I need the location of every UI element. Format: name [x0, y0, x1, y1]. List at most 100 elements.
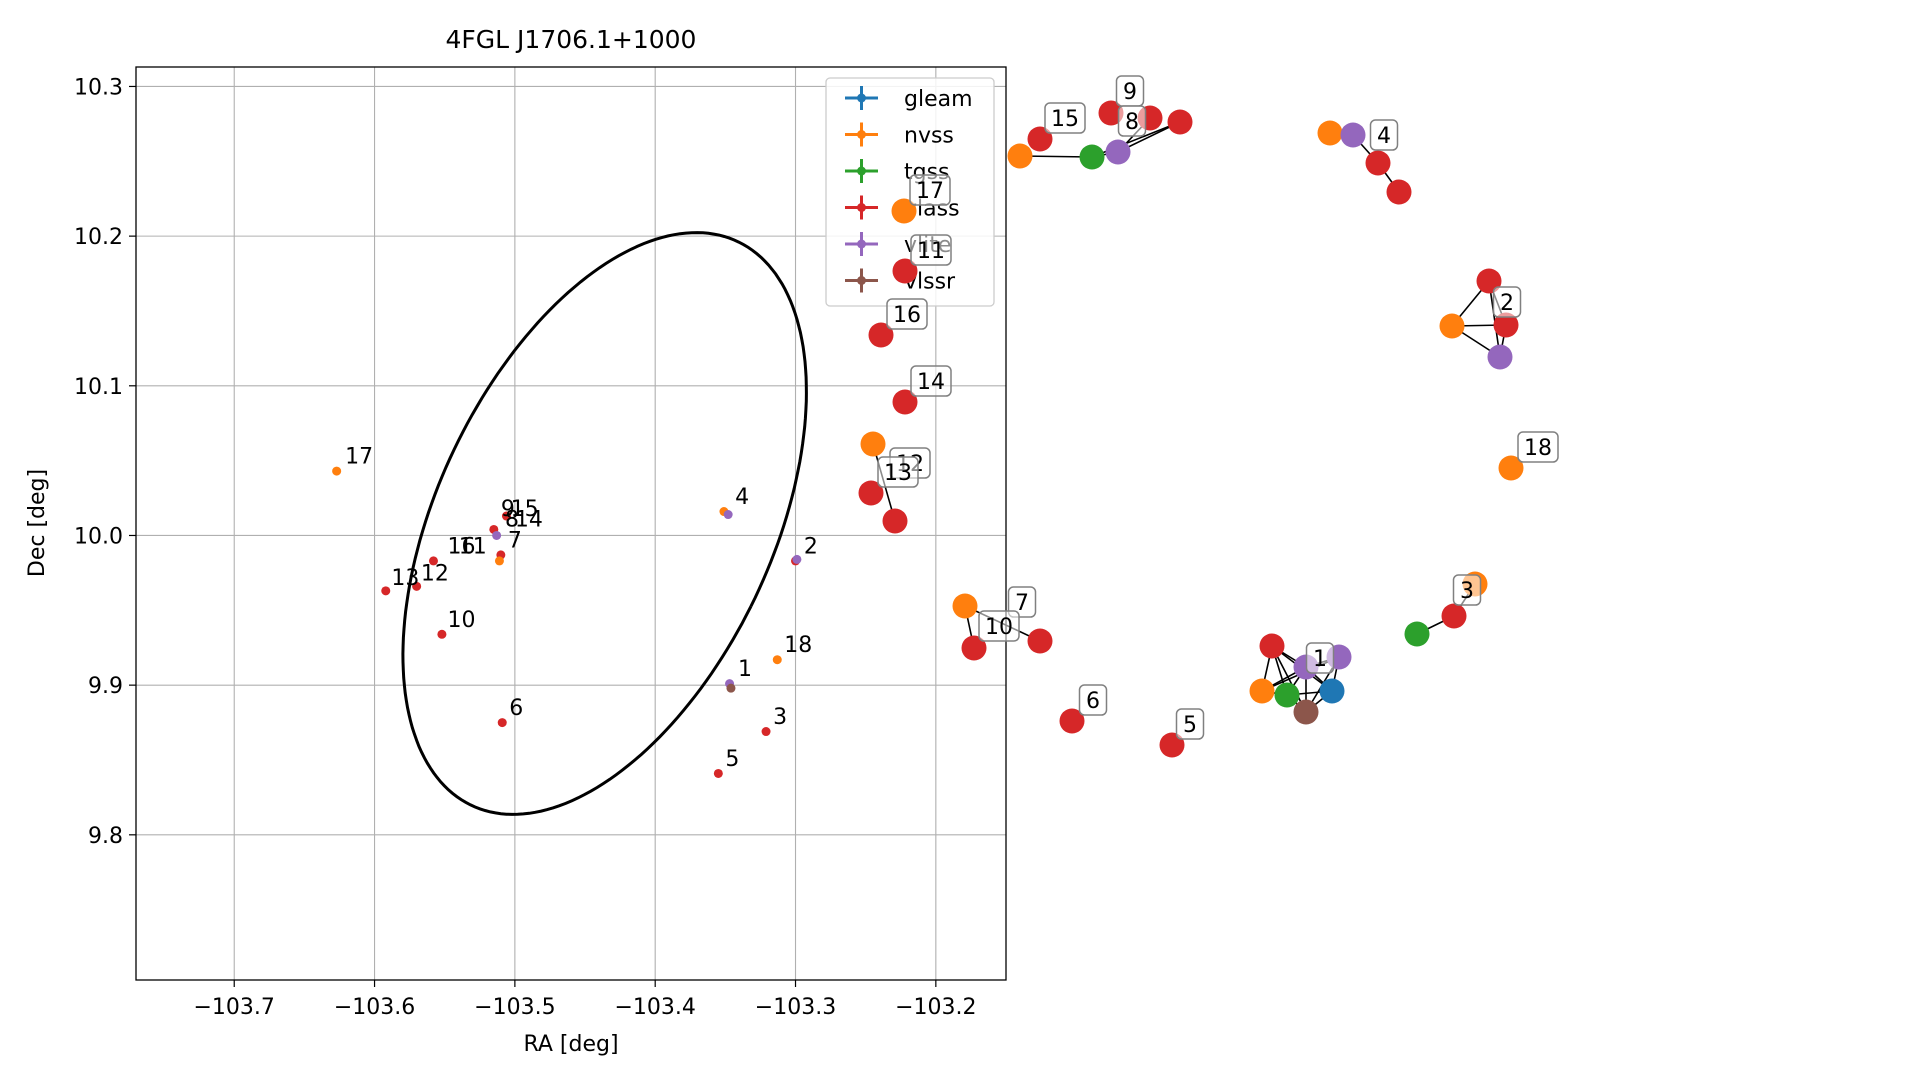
x-tick-label: −103.3 — [755, 995, 836, 1020]
y-axis-label: Dec [deg] — [25, 469, 50, 577]
point-annotation: 5 — [725, 747, 739, 772]
network-label-box — [1175, 708, 1205, 740]
plot-frame — [135, 66, 1007, 981]
y-tick-label: 10.0 — [74, 524, 123, 549]
network-node-vlass — [1365, 150, 1391, 176]
scatter-point-nvss — [494, 556, 504, 566]
legend-dot-vlite — [857, 239, 866, 249]
chart-title: 4FGL J1706.1+1000 — [446, 25, 697, 54]
network-node-vlass — [1059, 708, 1085, 734]
network-label: 18 — [1524, 436, 1552, 461]
network-label-box — [1078, 684, 1108, 716]
network-node-vlite — [1340, 122, 1366, 148]
y-axis-ticks: 9.8 9.9 10.0 10.1 10.2 10.3 — [74, 75, 136, 849]
point-annotation: 9 — [501, 497, 515, 522]
legend-dot-vlass — [857, 203, 866, 212]
point-annotation: 2 — [804, 534, 818, 559]
scatter-point-vlass — [437, 629, 447, 639]
x-tick-label: −103.6 — [334, 995, 415, 1020]
network-label-box — [1007, 586, 1037, 618]
network-label: 16 — [893, 303, 921, 328]
network-label-box — [1492, 286, 1522, 318]
network-node-tgss — [1404, 621, 1430, 647]
network-label-box — [1117, 105, 1147, 137]
network-label: 13 — [884, 461, 912, 486]
network-node-vlass — [1441, 603, 1467, 629]
network-label-box — [1305, 642, 1335, 674]
scatter-point-vlass — [501, 511, 511, 521]
point-annotation: 17 — [345, 445, 373, 470]
network-label: 2 — [1500, 291, 1514, 316]
network-label-box — [910, 365, 952, 397]
scatter-point-vlssr — [726, 683, 736, 693]
network-node-vlite — [1487, 344, 1513, 370]
network-label: 3 — [1460, 579, 1474, 604]
position-ellipse — [401, 231, 808, 816]
point-annotation: 12 — [421, 561, 449, 586]
network-node-nvss — [1439, 313, 1465, 339]
network-node-nvss — [952, 593, 978, 619]
point-annotation: 15 — [511, 497, 539, 522]
legend-dot-nvss — [857, 130, 866, 139]
scatter-point-nvss — [332, 466, 342, 476]
network-label: 6 — [1086, 689, 1100, 714]
point-annotation: 11 — [459, 534, 487, 559]
scatter-point-vlass — [713, 768, 723, 778]
network-labels: 915841711216141812133710165 — [877, 75, 1559, 740]
legend-label-nvss: nvss — [904, 124, 954, 149]
point-annotation: 3 — [773, 705, 787, 730]
network-node-nvss — [1249, 678, 1275, 704]
point-annotation: 1 — [738, 657, 752, 682]
point-annotation: 14 — [515, 507, 543, 532]
scatter-point-vlass — [428, 556, 438, 566]
x-axis-label: RA [deg] — [523, 1032, 618, 1057]
network-node-vlass — [1493, 312, 1519, 338]
network-label: 14 — [917, 370, 945, 395]
ellipse-layer — [401, 231, 808, 816]
network-node-vlass — [1167, 109, 1193, 135]
network-node-tgss — [1079, 144, 1105, 170]
network-node-vlass — [1098, 100, 1124, 126]
network-label-box — [1044, 102, 1086, 134]
network-label-box — [910, 234, 952, 266]
legend-dot-gleam — [857, 93, 866, 103]
y-tick-label: 10.3 — [74, 75, 123, 100]
point-annotation: 6 — [509, 696, 523, 721]
y-tick-label: 10.1 — [74, 375, 123, 400]
network-node-vlite — [1105, 139, 1131, 165]
x-tick-label: −103.7 — [194, 995, 275, 1020]
network-node-vlass — [1259, 633, 1285, 659]
scatter-point-nvss — [772, 655, 782, 665]
point-annotation: 10 — [448, 608, 476, 633]
scatter-points — [332, 466, 802, 778]
network-node-vlass — [882, 508, 908, 534]
network-label-box — [1452, 574, 1482, 606]
network-node-nvss — [1317, 120, 1343, 146]
point-annotation: 16 — [448, 534, 476, 559]
scatter-point-vlite — [792, 554, 802, 564]
network-label: 11 — [917, 239, 945, 264]
scatter-point-vlite — [492, 530, 502, 540]
x-tick-label: −103.4 — [614, 995, 695, 1020]
y-tick-label: 9.8 — [88, 824, 123, 849]
network-label-box — [1517, 431, 1559, 463]
network-label: 15 — [1051, 107, 1079, 132]
network-node-nvss — [1498, 455, 1524, 481]
network-node-gleam — [1319, 678, 1345, 704]
network-node-tgss — [1274, 682, 1300, 708]
network-label: 7 — [1015, 591, 1029, 616]
x-tick-label: −103.2 — [895, 995, 976, 1020]
network-label-box — [978, 610, 1020, 642]
scatter-point-vlass — [381, 586, 391, 596]
network-panel: 915841711216141812133710165 — [858, 75, 1559, 758]
legend-dot-vlssr — [857, 276, 866, 285]
network-label-box — [886, 298, 928, 330]
network-node-vlass — [892, 389, 918, 415]
point-annotation: 4 — [735, 485, 749, 510]
network-label: 1 — [1313, 647, 1327, 672]
legend-label-gleam: gleam — [904, 87, 973, 112]
y-tick-label: 10.2 — [74, 225, 123, 250]
